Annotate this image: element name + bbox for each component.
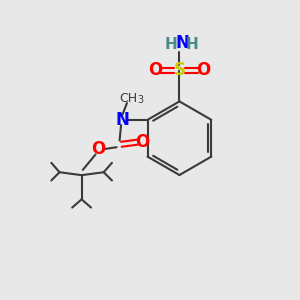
Text: O: O [91, 140, 105, 158]
Text: 3: 3 [137, 95, 143, 105]
Text: N: N [176, 34, 189, 52]
Text: N: N [116, 111, 130, 129]
Text: O: O [148, 61, 162, 80]
Text: S: S [173, 61, 185, 80]
Text: O: O [196, 61, 211, 80]
Text: H: H [185, 38, 198, 52]
Text: H: H [165, 38, 178, 52]
Text: O: O [135, 133, 150, 151]
Text: CH: CH [119, 92, 137, 104]
